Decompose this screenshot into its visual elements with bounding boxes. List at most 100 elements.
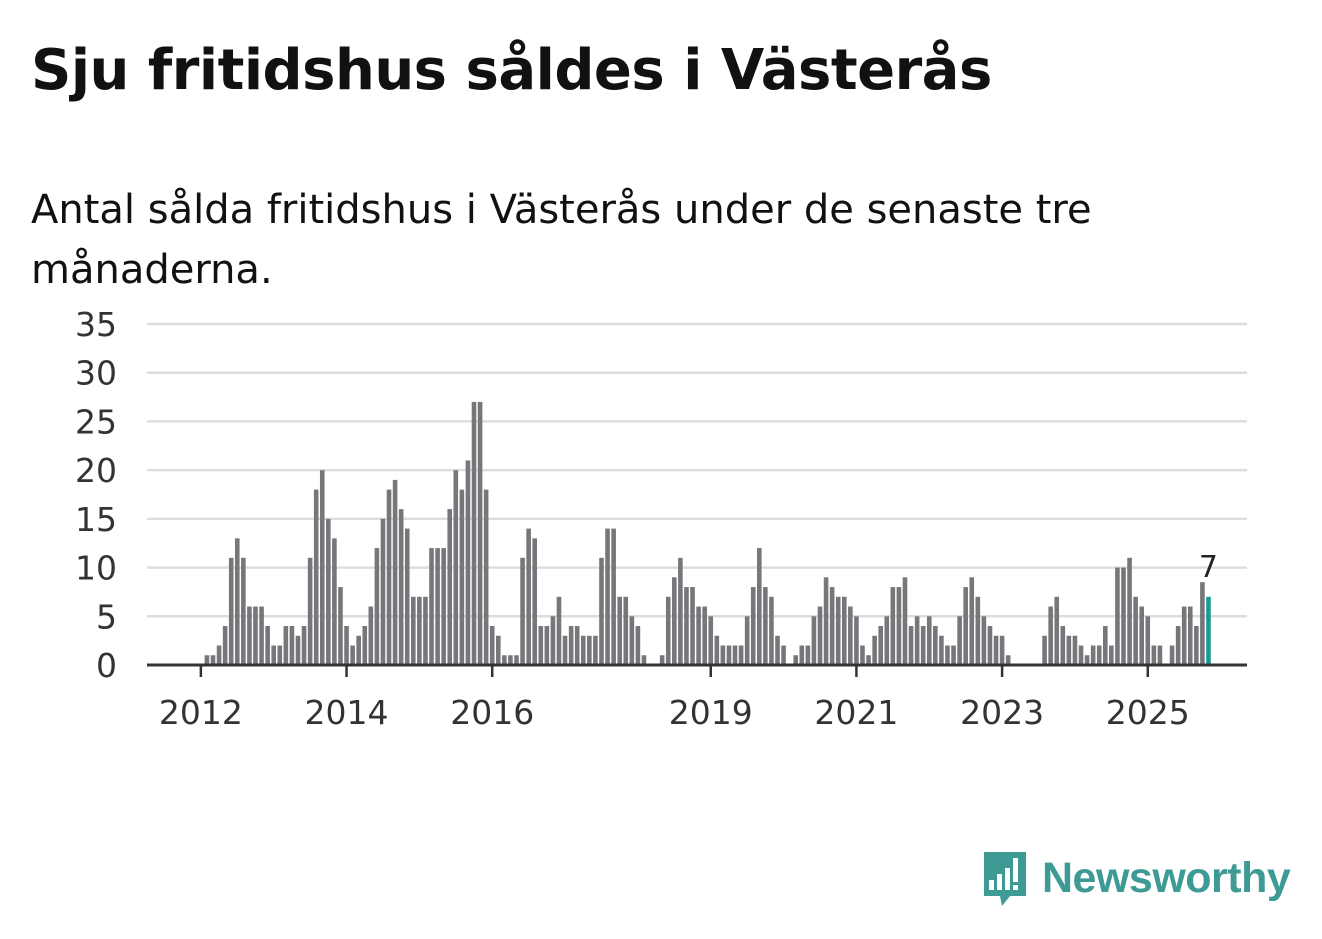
bar — [902, 577, 908, 665]
annotations: 7 — [1199, 550, 1218, 585]
bar — [939, 635, 944, 665]
y-tick-label: 15 — [75, 500, 117, 539]
bar — [890, 587, 896, 665]
bar — [247, 606, 252, 665]
bar — [271, 645, 276, 665]
bar — [453, 470, 459, 665]
bar — [738, 645, 744, 665]
bar — [799, 645, 805, 665]
bar — [684, 587, 689, 665]
bar — [726, 645, 732, 665]
bar — [750, 587, 756, 665]
bar — [914, 616, 920, 665]
bar — [696, 606, 701, 665]
bar — [1090, 645, 1096, 665]
bar — [253, 606, 258, 665]
bar — [975, 596, 981, 665]
bar — [447, 509, 453, 665]
bar — [241, 557, 246, 665]
bar — [757, 548, 762, 665]
bar — [587, 635, 592, 665]
bar — [1102, 626, 1108, 665]
bar — [672, 577, 677, 665]
bar — [423, 596, 428, 665]
bar — [356, 635, 361, 665]
bar — [714, 635, 720, 665]
bar — [629, 616, 635, 665]
bar — [665, 596, 671, 665]
bar — [526, 528, 531, 665]
bar — [1078, 645, 1084, 665]
bar — [817, 606, 823, 665]
bar — [1175, 626, 1181, 665]
bar — [265, 626, 270, 665]
bar — [1187, 606, 1193, 665]
bar — [489, 626, 495, 665]
bar — [969, 577, 975, 665]
bar — [1139, 606, 1145, 665]
bar — [532, 538, 538, 665]
bar — [1109, 645, 1114, 665]
bar — [538, 626, 544, 665]
bar — [593, 635, 598, 665]
bar — [368, 606, 374, 665]
bar — [568, 626, 574, 665]
bar — [1127, 557, 1132, 665]
bar — [210, 655, 216, 665]
newsworthy-logo[interactable]: Newsworthy — [980, 848, 1291, 908]
bar — [763, 587, 768, 665]
chart-title: Sju fritidshus såldes i Västerås — [31, 38, 992, 103]
bar — [945, 645, 950, 665]
bar — [635, 626, 641, 665]
bar — [307, 557, 313, 665]
bar — [623, 596, 629, 665]
bar — [781, 645, 786, 665]
bar — [1060, 626, 1066, 665]
x-tick-label: 2025 — [1106, 693, 1190, 732]
bar — [1194, 626, 1199, 665]
bar — [708, 616, 714, 665]
bar — [483, 489, 489, 665]
bar — [429, 548, 434, 665]
bar — [1115, 567, 1120, 665]
x-axis: 2012 2014 2016 2019 2021 2023 2025 — [147, 663, 1247, 732]
bar — [289, 626, 295, 665]
bar — [319, 470, 325, 665]
x-tick-label: 2014 — [305, 693, 389, 732]
bar — [417, 596, 422, 665]
bar — [222, 626, 228, 665]
bar — [805, 645, 811, 665]
bar — [313, 489, 319, 665]
newsworthy-chart-bubble-icon — [984, 852, 1026, 906]
bar — [459, 489, 465, 665]
y-tick-label: 30 — [75, 354, 117, 393]
bar — [228, 557, 234, 665]
x-tick-label: 2019 — [669, 693, 753, 732]
bar — [835, 596, 841, 665]
bar — [392, 479, 398, 665]
bar — [599, 557, 604, 665]
bar — [562, 635, 568, 665]
bar — [374, 548, 380, 665]
bar — [362, 626, 368, 665]
bar — [404, 528, 410, 665]
bar — [690, 587, 695, 665]
x-tick-label: 2012 — [159, 693, 243, 732]
bar — [999, 635, 1005, 665]
bar — [884, 616, 890, 665]
bar — [1096, 645, 1102, 665]
bar — [277, 645, 283, 665]
x-tick-label: 2016 — [450, 693, 534, 732]
bar — [860, 645, 865, 665]
bar — [1157, 645, 1163, 665]
bar — [702, 606, 707, 665]
bar — [1151, 645, 1157, 665]
bar — [769, 596, 774, 665]
bar — [495, 635, 501, 665]
bar — [811, 616, 817, 665]
bar — [234, 538, 240, 665]
bar — [556, 596, 562, 665]
bar — [926, 616, 932, 665]
y-tick-label: 20 — [75, 451, 117, 490]
bar — [514, 655, 519, 665]
